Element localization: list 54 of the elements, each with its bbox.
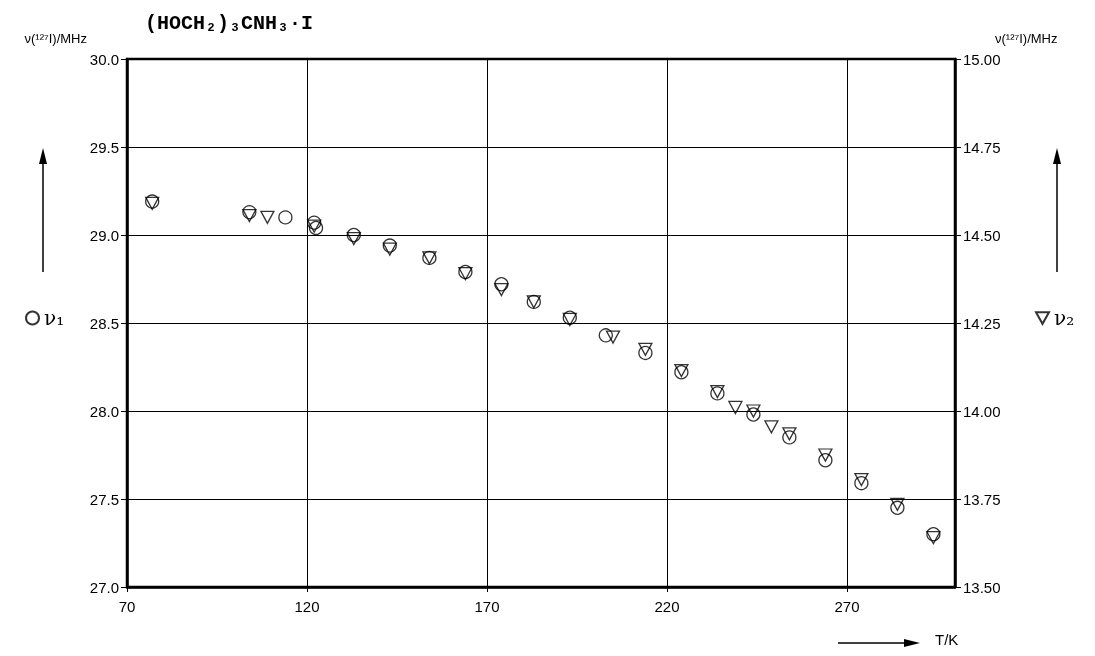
y-tick-label: 29.5: [89, 138, 119, 156]
point: [818, 453, 833, 468]
point: [764, 420, 779, 434]
x-tick-label: 270: [834, 598, 860, 615]
y-axis-title: ν(¹²⁷I)/MHz: [24, 31, 87, 46]
x-tick-label: 170: [474, 598, 500, 615]
point: [598, 328, 613, 343]
point: [638, 342, 653, 357]
point: [728, 400, 743, 415]
point: [346, 227, 361, 243]
legend-label: ν₂: [1054, 306, 1075, 330]
y2-tick-label: 14.75: [963, 138, 1001, 156]
y-tick-label: 28.0: [89, 402, 119, 420]
point: [382, 238, 397, 253]
point: [890, 500, 905, 515]
point: [242, 204, 257, 220]
point: [307, 215, 322, 230]
point: [278, 210, 293, 225]
y-tick-label: 30.0: [89, 50, 119, 68]
y2-tick-label: 14.50: [963, 226, 1001, 244]
legend-label: ν₁: [44, 306, 65, 330]
point: [346, 231, 361, 246]
point: [746, 407, 761, 422]
point: [926, 531, 941, 545]
y2-tick-label: 15.00: [963, 50, 1001, 68]
y2-axis-title: ν(¹²⁷I)/MHz: [995, 31, 1058, 46]
point: [382, 242, 397, 256]
point: [242, 208, 257, 223]
point: [260, 210, 275, 225]
point: [854, 472, 869, 487]
y2-tick-label: 14.25: [963, 314, 1001, 332]
point: [605, 330, 621, 344]
point: [818, 448, 833, 462]
point: [782, 427, 797, 441]
y-tick-label: 28.5: [89, 314, 119, 332]
y2-tick-label: 13.50: [963, 578, 1001, 596]
point: [494, 277, 509, 292]
x-axis-title: T/K: [935, 631, 959, 648]
point: [782, 430, 797, 445]
x-tick-label: 120: [294, 598, 320, 615]
point: [854, 476, 869, 491]
x-tick-label: 220: [654, 598, 680, 615]
y2-tick-label: 13.75: [963, 490, 1001, 508]
y2-tick-label: 14.00: [963, 402, 1001, 420]
y-tick-label: 27.5: [89, 490, 119, 508]
point: [638, 345, 653, 361]
point: [890, 497, 905, 511]
point: [494, 282, 509, 297]
y-tick-label: 27.0: [89, 578, 119, 596]
point: [746, 404, 761, 418]
chart-title: (HOCH₂)₃CNH₃·I: [145, 11, 314, 35]
point: [926, 527, 941, 542]
y-tick-label: 29.0: [89, 226, 119, 244]
x-tick-label: 70: [118, 598, 136, 615]
